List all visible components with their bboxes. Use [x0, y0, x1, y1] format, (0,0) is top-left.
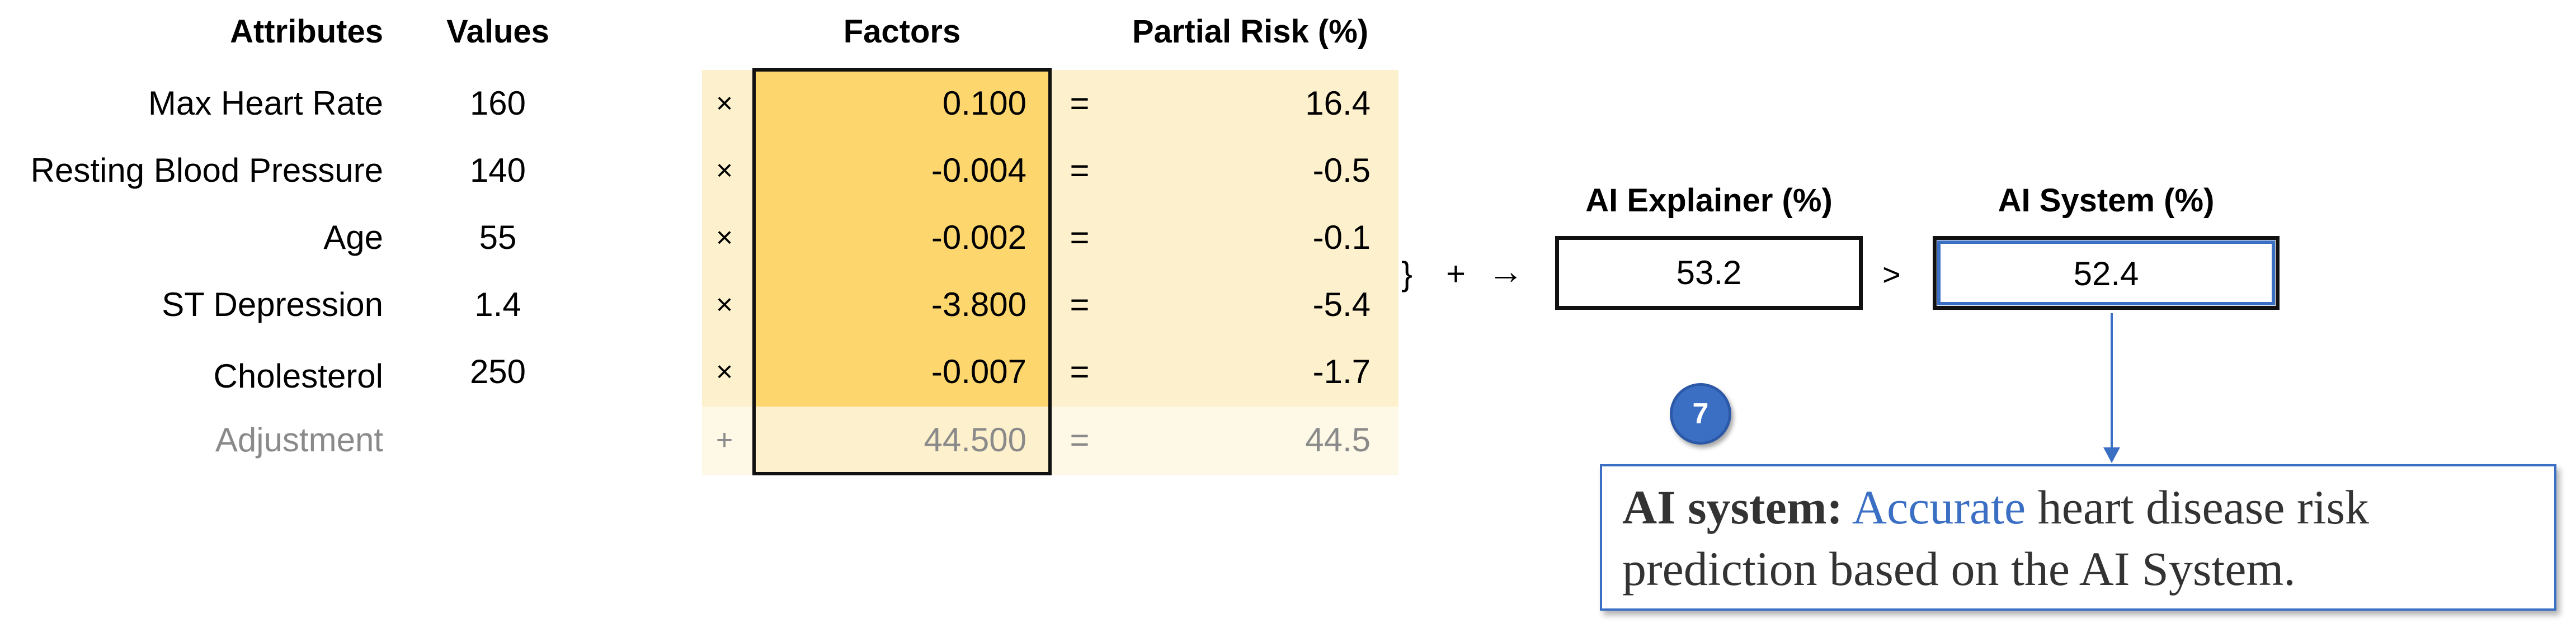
factor-value: -0.007 — [931, 353, 1026, 390]
ai-explainer-box — [1555, 236, 1863, 310]
attribute-label: Max Heart Rate — [148, 84, 383, 122]
attribute-value: 1.4 — [474, 286, 521, 323]
ai-system-value: 52.4 — [2073, 255, 2139, 292]
partial-risk-value: 16.4 — [1305, 84, 1371, 122]
factor-value: -0.004 — [931, 152, 1026, 189]
attribute-label: Age — [323, 219, 383, 256]
equals-sign: = — [1070, 152, 1090, 189]
annotation-callout: AI system: Accurate heart disease risk p… — [1600, 464, 2556, 611]
table-row: Cholesterol 250 × -0.007 = -1.7 — [0, 338, 1404, 405]
factors-outline — [752, 68, 1052, 475]
greater-than-symbol: > — [1882, 257, 1901, 292]
multiply-sign: × — [715, 154, 733, 187]
table-row: ST Depression 1.4 × -3.800 = -5.4 — [0, 271, 1404, 338]
partial-risk-header: Partial Risk (%) — [1132, 13, 1369, 50]
equals-sign: = — [1070, 286, 1090, 323]
factors-header: Factors — [843, 13, 961, 50]
equals-sign: = — [1070, 219, 1090, 256]
callout-text: heart disease risk prediction based on t… — [1622, 480, 2369, 596]
attribute-value: 250 — [469, 353, 526, 390]
closing-brace: } — [1401, 255, 1413, 292]
factor-value: -3.800 — [931, 286, 1026, 323]
arrowhead-icon — [2103, 447, 2120, 463]
attribute-value: 140 — [469, 152, 526, 189]
attribute-label: ST Depression — [162, 286, 383, 323]
factor-adjustment-highlight — [752, 407, 1052, 475]
table-row: Age 55 × -0.002 = -0.1 — [0, 204, 1404, 271]
partial-risk-value: -5.4 — [1312, 286, 1371, 323]
multiply-sign: × — [715, 221, 733, 254]
adjustment-factor: 44.500 — [924, 421, 1026, 459]
right-arrow-icon: → — [1488, 251, 1524, 291]
factor-value: 0.100 — [942, 84, 1026, 122]
adjustment-label: Adjustment — [215, 421, 383, 459]
callout-bold-label: AI system: — [1622, 480, 1843, 534]
plus-symbol: + — [1446, 255, 1466, 292]
partial-risk-value: -0.1 — [1312, 219, 1371, 256]
attribute-label: Cholesterol — [213, 357, 384, 395]
partial-risk-value: -0.5 — [1312, 152, 1371, 189]
table-row: Max Heart Rate 160 × 0.100 = 16.4 — [0, 70, 1404, 137]
ai-system-highlight — [1937, 240, 2275, 305]
factor-value: -0.002 — [931, 219, 1026, 256]
equals-sign: = — [1070, 84, 1090, 122]
attribute-label: Resting Blood Pressure — [30, 152, 383, 189]
attribute-value: 160 — [469, 84, 526, 122]
attribute-value: 55 — [479, 219, 517, 256]
callout-accent-word: Accurate — [1852, 480, 2026, 534]
ai-explainer-value: 53.2 — [1676, 254, 1742, 291]
table-row: Resting Blood Pressure 140 × -0.004 = -0… — [0, 137, 1404, 204]
multiply-sign: × — [715, 87, 733, 120]
attributes-header: Attributes — [230, 13, 383, 50]
partial-risk-value: -1.7 — [1312, 353, 1371, 390]
values-header: Values — [446, 13, 549, 50]
step-number-badge: 7 — [1670, 383, 1731, 445]
factor-highlight — [752, 70, 1052, 407]
equals-sign: = — [1070, 421, 1090, 459]
equals-sign: = — [1070, 353, 1090, 390]
adjustment-row: Adjustment + 44.500 = 44.5 — [0, 407, 1404, 474]
adjustment-partial-risk: 44.5 — [1305, 421, 1371, 459]
ai-system-box — [1933, 236, 2280, 310]
ai-system-title: AI System (%) — [1998, 182, 2215, 219]
plus-sign: + — [715, 424, 733, 456]
multiply-sign: × — [715, 289, 733, 321]
ai-explainer-title: AI Explainer (%) — [1585, 182, 1833, 219]
multiply-sign: × — [715, 356, 733, 388]
